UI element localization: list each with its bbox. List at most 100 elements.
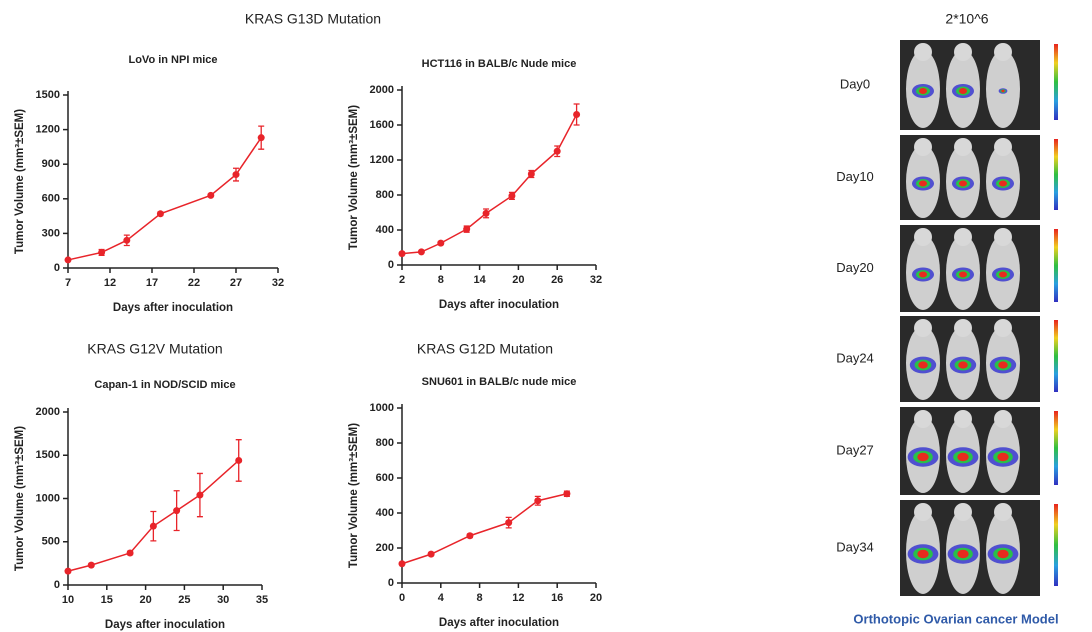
mouse-head [914, 319, 932, 337]
x-tick-label: 32 [272, 277, 284, 289]
day-label: Day27 [836, 442, 874, 457]
signal [957, 452, 969, 462]
data-point [196, 491, 204, 499]
color-bar [1054, 411, 1058, 485]
y-tick-label: 0 [388, 577, 394, 589]
signal [959, 271, 967, 278]
data-line [67, 137, 262, 261]
data-point [156, 210, 164, 218]
y-tick-label: 400 [376, 224, 394, 236]
x-tick-label: 22 [188, 277, 200, 289]
mouse-head [954, 319, 972, 337]
x-tick-label: 32 [590, 274, 602, 286]
signal [957, 549, 969, 559]
data-point [98, 248, 106, 256]
y-tick-label: 1200 [370, 154, 394, 166]
data-line [401, 114, 578, 255]
y-tick-label: 1200 [36, 124, 60, 136]
y-axis-label: Tumor Volume (mm³±SEM) [348, 423, 360, 568]
chart-title: Capan-1 in NOD/SCID mice [94, 379, 235, 391]
data-point [505, 519, 513, 527]
mouse-head [994, 43, 1012, 61]
data-point [534, 497, 542, 505]
y-axis-label: Tumor Volume (mm³±SEM) [14, 109, 26, 254]
data-point [466, 532, 474, 540]
x-tick-label: 16 [551, 592, 563, 604]
x-tick-label: 20 [590, 592, 602, 604]
y-tick-label: 800 [376, 437, 394, 449]
data-point [257, 134, 265, 142]
signal [919, 88, 927, 94]
y-tick-label: 200 [376, 542, 394, 554]
x-tick-label: 15 [101, 594, 113, 606]
x-tick-label: 8 [438, 274, 444, 286]
x-tick-label: 0 [399, 592, 405, 604]
y-tick-label: 1000 [36, 492, 60, 504]
y-tick-label: 1500 [36, 89, 60, 101]
signal [918, 361, 928, 369]
x-axis-label: Days after inoculation [113, 302, 233, 314]
y-axis-label: Tumor Volume (mm³±SEM) [14, 426, 26, 571]
x-tick-label: 8 [477, 592, 483, 604]
data-point [553, 147, 561, 155]
x-tick-label: 4 [438, 592, 445, 604]
mouse-head [994, 228, 1012, 246]
data-point [463, 225, 471, 233]
signal [917, 452, 929, 462]
y-tick-label: 300 [42, 227, 60, 239]
day-label: Day10 [836, 169, 874, 184]
x-tick-label: 35 [256, 594, 268, 606]
chart-title: SNU601 in BALB/c nude mice [422, 376, 577, 388]
x-tick-label: 20 [139, 594, 151, 606]
section-title: KRAS G13D Mutation [245, 11, 381, 27]
data-point [437, 239, 445, 247]
y-tick-label: 2000 [370, 84, 394, 96]
x-tick-label: 10 [62, 594, 74, 606]
y-tick-label: 500 [42, 536, 60, 548]
mouse-head [954, 228, 972, 246]
day-label: Day34 [836, 539, 874, 554]
y-tick-label: 600 [376, 472, 394, 484]
x-tick-label: 12 [512, 592, 524, 604]
mouse-head [954, 503, 972, 521]
y-tick-label: 0 [54, 262, 60, 274]
y-tick-label: 600 [42, 193, 60, 205]
x-tick-label: 17 [146, 277, 158, 289]
data-point [398, 250, 406, 258]
data-point [126, 549, 134, 557]
signal [959, 88, 967, 94]
mouse-head [914, 410, 932, 428]
x-tick-label: 12 [104, 277, 116, 289]
mouse-head [994, 319, 1012, 337]
data-point [149, 522, 157, 530]
color-bar [1054, 504, 1058, 586]
mouse-head [914, 138, 932, 156]
x-tick-label: 30 [217, 594, 229, 606]
color-bar [1054, 44, 1058, 120]
y-tick-label: 1600 [370, 119, 394, 131]
x-tick-label: 2 [399, 274, 405, 286]
signal [997, 549, 1009, 559]
data-line [401, 493, 568, 565]
y-tick-label: 1500 [36, 449, 60, 461]
data-point [427, 550, 435, 558]
signal [958, 361, 968, 369]
mouse-head [994, 138, 1012, 156]
chart-title: LoVo in NPI mice [128, 54, 217, 66]
x-tick-label: 14 [473, 274, 486, 286]
mouse-head [954, 410, 972, 428]
y-tick-label: 0 [54, 579, 60, 591]
mouse-head [914, 228, 932, 246]
data-point [232, 171, 240, 179]
data-point [398, 560, 406, 568]
data-point [87, 561, 95, 569]
mouse-head [914, 43, 932, 61]
signal [999, 271, 1007, 278]
section-title: KRAS G12V Mutation [87, 341, 222, 357]
color-bar [1054, 320, 1058, 392]
mouse-head [994, 503, 1012, 521]
chart-title: HCT116 in BALB/c Nude mice [422, 58, 577, 70]
signal [997, 452, 1009, 462]
y-tick-label: 900 [42, 158, 60, 170]
